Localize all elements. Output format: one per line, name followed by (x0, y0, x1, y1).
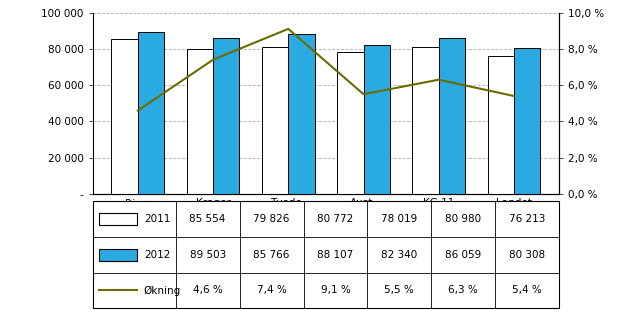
Text: 85 554: 85 554 (190, 214, 226, 224)
Text: 76 213: 76 213 (509, 214, 545, 224)
Text: 82 340: 82 340 (381, 250, 417, 260)
Text: 88 107: 88 107 (318, 250, 353, 260)
Bar (262, 48, 288, 194)
Text: 2012: 2012 (144, 250, 170, 260)
Bar (99, 249, 137, 261)
Text: 4,6 %: 4,6 % (193, 285, 222, 295)
Bar (439, 38, 465, 194)
Text: 5,5 %: 5,5 % (385, 285, 414, 295)
Bar (138, 32, 164, 194)
Bar (111, 39, 138, 194)
Text: 5,4 %: 5,4 % (512, 285, 542, 295)
Text: 2011: 2011 (144, 214, 170, 224)
Bar (514, 48, 541, 194)
Text: 89 503: 89 503 (190, 250, 226, 260)
Bar (93, 201, 559, 308)
Bar (99, 213, 137, 225)
Text: 85 766: 85 766 (254, 250, 289, 260)
Bar (213, 38, 240, 194)
Text: 78 019: 78 019 (381, 214, 417, 224)
Bar (364, 44, 390, 194)
Text: 79 826: 79 826 (254, 214, 289, 224)
Text: 80 772: 80 772 (318, 214, 353, 224)
Text: 80 980: 80 980 (445, 214, 481, 224)
Text: 80 308: 80 308 (509, 250, 545, 260)
Bar (412, 47, 439, 194)
Text: 86 059: 86 059 (445, 250, 481, 260)
Text: 9,1 %: 9,1 % (321, 285, 350, 295)
Text: Økning: Økning (144, 285, 181, 295)
Text: 7,4 %: 7,4 % (257, 285, 286, 295)
Bar (337, 52, 364, 194)
Text: 6,3 %: 6,3 % (449, 285, 478, 295)
Bar (187, 49, 213, 194)
Bar (488, 56, 514, 194)
Bar (288, 34, 314, 194)
